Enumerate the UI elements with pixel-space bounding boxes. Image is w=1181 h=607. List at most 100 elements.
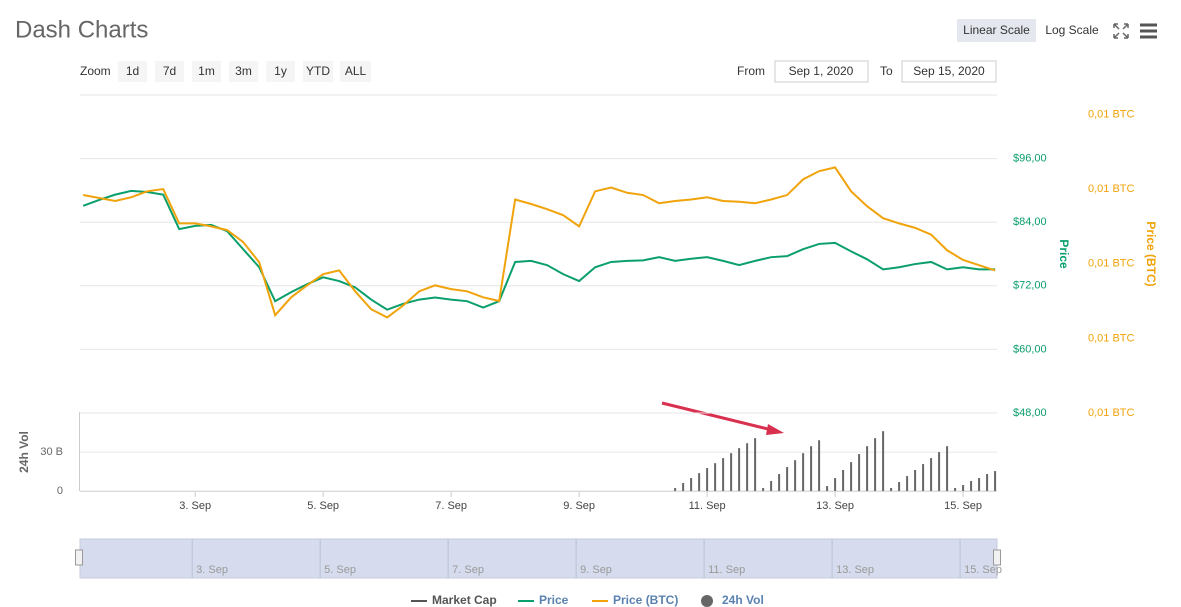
to-label: To <box>880 64 893 78</box>
volume-bar <box>746 443 749 491</box>
price-line <box>82 189 996 311</box>
zoom-button-bg[interactable] <box>155 61 184 82</box>
volume-bar <box>874 438 877 491</box>
x-tick-label: 15. Sep <box>944 500 982 512</box>
volume-bar <box>946 446 949 491</box>
chart-title: Dash Charts <box>15 16 148 43</box>
volume-bar <box>938 452 941 491</box>
navigator-label: 7. Sep <box>452 564 484 576</box>
zoom-button[interactable]: 1y <box>274 64 287 78</box>
legend-item[interactable]: Market Cap <box>432 593 497 607</box>
volume-bar <box>930 458 933 491</box>
volume-bar <box>914 470 917 491</box>
volume-bar <box>698 473 701 491</box>
navigator-mask[interactable] <box>79 538 998 579</box>
volume-bar <box>978 478 981 491</box>
scale-button-bg[interactable] <box>957 19 1036 42</box>
volume-bar <box>826 486 829 491</box>
navigator-label: 15. Sep <box>964 564 1002 576</box>
navigator-label: 9. Sep <box>580 564 612 576</box>
y3-tick-label: 0 <box>57 485 63 497</box>
volume-bar <box>898 482 901 491</box>
navigator-handle[interactable] <box>993 549 1001 566</box>
zoom-button[interactable]: ALL <box>345 64 367 78</box>
zoom-button-bg[interactable] <box>266 61 295 82</box>
y2-axis-title: Price (BTC) <box>1144 221 1158 286</box>
volume-bar <box>802 453 805 491</box>
volume-bar <box>674 488 677 491</box>
x-tick-label: 5. Sep <box>307 500 339 512</box>
legend-marker[interactable] <box>701 595 713 607</box>
from-label: From <box>737 64 765 78</box>
volume-bar <box>730 453 733 491</box>
scale-button[interactable]: Linear Scale <box>963 23 1030 37</box>
volume-bar <box>866 446 869 491</box>
to-input[interactable] <box>901 60 997 83</box>
to-date[interactable]: Sep 15, 2020 <box>913 64 985 78</box>
volume-bar <box>762 488 765 491</box>
x-tick-label: 9. Sep <box>563 500 595 512</box>
zoom-label: Zoom <box>80 64 111 78</box>
volume-bar <box>906 476 909 491</box>
volume-bar <box>706 468 709 491</box>
y-axis-title: Price <box>1057 239 1071 269</box>
volume-bar <box>858 454 861 491</box>
x-tick-label: 7. Sep <box>435 500 467 512</box>
volume-bar <box>794 460 797 491</box>
y3-tick-label: 30 B <box>40 446 63 458</box>
scale-button[interactable]: Log Scale <box>1045 23 1099 37</box>
price-line <box>83 166 996 319</box>
y2-tick-label: 0,01 BTC <box>1088 183 1135 195</box>
volume-bar <box>770 481 773 491</box>
zoom-button-bg[interactable] <box>192 61 221 82</box>
volume-bar <box>834 478 837 491</box>
x-tick-label: 13. Sep <box>816 500 854 512</box>
volume-bar <box>890 488 893 491</box>
y-tick-label: $60,00 <box>1013 343 1047 355</box>
volume-bar <box>690 478 693 491</box>
y2-tick-label: 0,01 BTC <box>1088 108 1135 120</box>
zoom-button[interactable]: 7d <box>163 64 176 78</box>
navigator-label: 11. Sep <box>708 564 745 576</box>
volume-bar <box>882 431 885 491</box>
legend-item[interactable]: Price <box>539 593 569 607</box>
menu-icon[interactable] <box>1140 23 1157 39</box>
volume-bar <box>714 463 717 491</box>
zoom-button-bg[interactable] <box>303 61 333 82</box>
navigator-handle[interactable] <box>75 549 83 566</box>
zoom-button-bg[interactable] <box>229 61 258 82</box>
zoom-button-bg[interactable] <box>340 61 371 82</box>
volume-bar <box>738 448 741 491</box>
volume-bar <box>970 481 973 491</box>
volume-bar <box>682 482 685 491</box>
volume-bar <box>818 440 821 491</box>
legend-item[interactable]: Price (BTC) <box>613 593 678 607</box>
fullscreen-icon[interactable] <box>1113 23 1129 39</box>
y2-tick-label: 0,01 BTC <box>1088 407 1135 419</box>
from-input[interactable] <box>774 60 869 83</box>
zoom-button-bg[interactable] <box>118 61 147 82</box>
volume-bar <box>722 458 725 491</box>
y-tick-label: $48,00 <box>1013 407 1047 419</box>
y2-tick-label: 0,01 BTC <box>1088 332 1135 344</box>
y-tick-label: $84,00 <box>1013 216 1047 228</box>
volume-bar <box>778 474 781 491</box>
zoom-button[interactable]: 1d <box>126 64 139 78</box>
from-date[interactable]: Sep 1, 2020 <box>789 64 854 78</box>
volume-bar <box>986 474 989 491</box>
navigator-label: 5. Sep <box>324 564 356 576</box>
zoom-button[interactable]: 1m <box>198 64 215 78</box>
y-tick-label: $96,00 <box>1013 153 1047 165</box>
legend-item[interactable]: 24h Vol <box>722 593 764 607</box>
y-tick-label: $72,00 <box>1013 280 1047 292</box>
volume-bar <box>994 471 997 491</box>
x-tick-label: 3. Sep <box>179 500 211 512</box>
x-tick-label: 11. Sep <box>689 500 726 512</box>
volume-bar <box>954 488 957 491</box>
zoom-button[interactable]: 3m <box>235 64 252 78</box>
volume-bar <box>842 470 845 491</box>
volume-bar <box>810 446 813 491</box>
zoom-button[interactable]: YTD <box>306 64 330 78</box>
navigator-label: 3. Sep <box>196 564 228 576</box>
